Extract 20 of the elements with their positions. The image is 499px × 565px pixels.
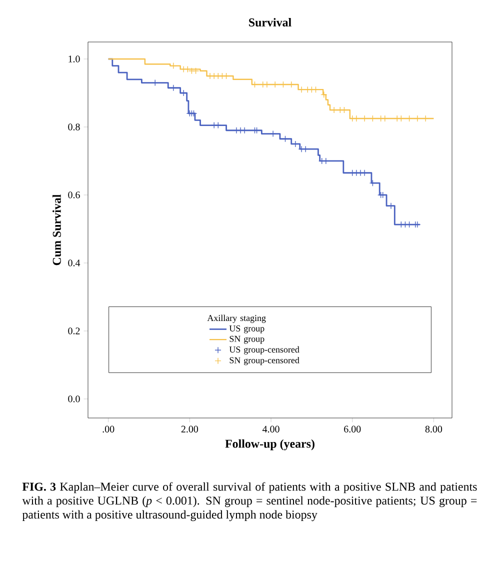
y-axis-title: Cum Survival [52, 194, 61, 266]
y-tick-label: 0.4 [68, 260, 80, 266]
chart-title: Survival [249, 18, 292, 26]
x-tick-label: 8.00 [425, 426, 442, 433]
y-tick-label: 0.8 [68, 124, 80, 130]
y-tick-label: 0.6 [68, 192, 80, 198]
text: FIG. 3 Kaplan–Meier curve of overall survival of patients with a positive SLNB and patients with a positive UGLNB (p < 0.001). SN group = sentinel node-positive patients; US group = patients with a positive ultrasound-guided lymph node biopsy [22, 482, 477, 522]
y-tick-label: 0.2 [68, 328, 80, 334]
y-tick-label: 0.0 [68, 396, 80, 402]
x-tick-label: 6.00 [344, 426, 361, 433]
x-tick-label: .00 [102, 426, 114, 433]
legend-label: SN group-censored [230, 356, 300, 366]
legend-label: US group-censored [229, 346, 300, 354]
legend-label: US group [229, 325, 264, 334]
x-tick-label: 2.00 [181, 426, 198, 433]
x-tick-label: 4.00 [262, 426, 280, 433]
legend-title: Axillary staging [207, 314, 266, 323]
y-tick-label: 1.0 [68, 56, 80, 62]
legend-label: SN group [230, 336, 264, 344]
x-axis-title: Follow-up (years) [225, 439, 314, 450]
